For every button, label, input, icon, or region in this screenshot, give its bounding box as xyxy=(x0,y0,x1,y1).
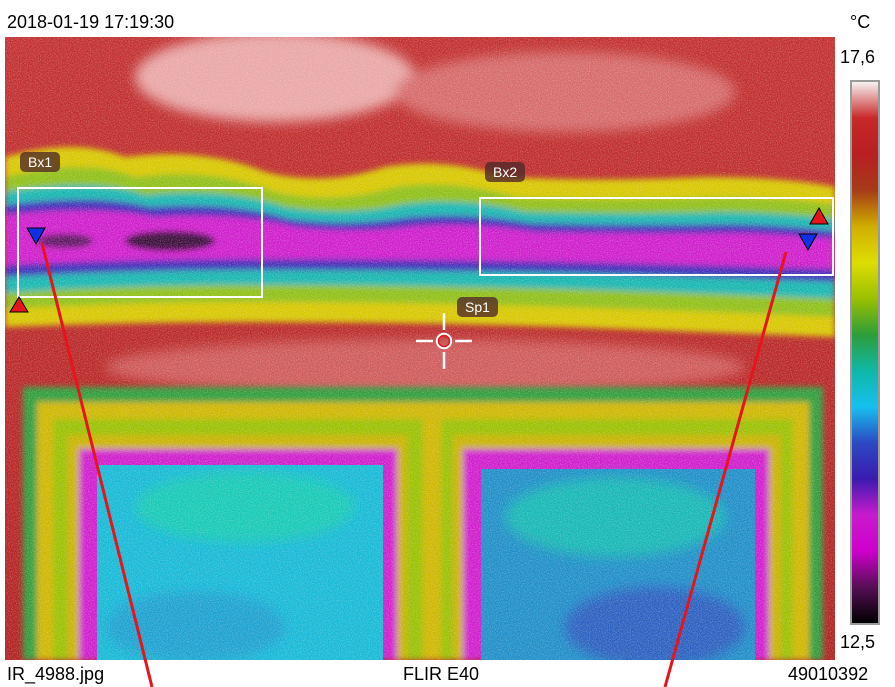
footer-serial-number: 49010392 xyxy=(788,664,869,684)
spot-label-sp1: Sp1 xyxy=(457,297,498,317)
temperature-unit: °C xyxy=(850,12,871,32)
measurement-box-bx2[interactable] xyxy=(479,197,834,276)
footer-filename: IR_4988.jpg xyxy=(7,664,105,684)
thermal-image: Bx1 Bx2 Sp1 xyxy=(5,37,835,660)
temperature-scale-bar xyxy=(850,80,880,625)
scale-min-value: 12,5 xyxy=(840,632,876,652)
footer-camera-model: FLIR E40 xyxy=(403,664,480,684)
timestamp: 2018-01-19 17:19:30 xyxy=(7,12,175,32)
box-label-bx2: Bx2 xyxy=(485,162,526,182)
measurement-box-bx1[interactable] xyxy=(17,187,263,298)
scale-max-value: 17,6 xyxy=(840,47,876,67)
box-label-bx1: Bx1 xyxy=(20,152,61,172)
